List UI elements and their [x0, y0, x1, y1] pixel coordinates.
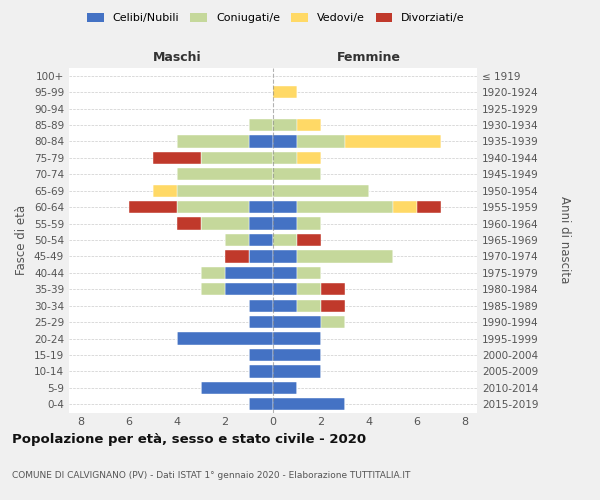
Bar [225, 266, 273, 279]
Bar [273, 234, 297, 246]
Bar [249, 234, 273, 246]
Bar [225, 250, 249, 262]
Bar [201, 218, 249, 230]
Bar [249, 300, 273, 312]
Bar [249, 136, 273, 147]
Bar [273, 250, 297, 262]
Bar [201, 266, 225, 279]
Bar [297, 136, 345, 147]
Bar [177, 184, 273, 197]
Bar [129, 201, 177, 213]
Y-axis label: Anni di nascita: Anni di nascita [558, 196, 571, 284]
Bar [273, 349, 321, 361]
Bar [273, 168, 321, 180]
Bar [177, 201, 249, 213]
Bar [273, 382, 297, 394]
Bar [177, 218, 201, 230]
Bar [297, 152, 321, 164]
Bar [201, 283, 225, 296]
Bar [273, 366, 321, 378]
Bar [273, 266, 297, 279]
Bar [153, 184, 177, 197]
Bar [273, 201, 297, 213]
Bar [273, 86, 297, 99]
Bar [297, 250, 393, 262]
Bar [249, 349, 273, 361]
Bar [297, 234, 321, 246]
Bar [249, 250, 273, 262]
Bar [177, 168, 273, 180]
Bar [225, 234, 249, 246]
Bar [273, 218, 297, 230]
Bar [273, 398, 345, 410]
Bar [225, 283, 273, 296]
Y-axis label: Fasce di età: Fasce di età [16, 205, 28, 275]
Bar [273, 316, 321, 328]
Bar [177, 136, 249, 147]
Bar [297, 266, 321, 279]
Bar [177, 332, 273, 344]
Bar [273, 184, 369, 197]
Text: Popolazione per età, sesso e stato civile - 2020: Popolazione per età, sesso e stato civil… [12, 432, 366, 446]
Bar [249, 398, 273, 410]
Bar [297, 119, 321, 131]
Bar [201, 152, 273, 164]
Text: Maschi: Maschi [152, 51, 202, 64]
Text: Femmine: Femmine [337, 51, 401, 64]
Bar [321, 316, 345, 328]
Bar [249, 218, 273, 230]
Bar [273, 119, 297, 131]
Bar [153, 152, 201, 164]
Bar [201, 382, 273, 394]
Bar [249, 316, 273, 328]
Bar [249, 366, 273, 378]
Bar [417, 201, 441, 213]
Bar [297, 218, 321, 230]
Bar [273, 152, 297, 164]
Bar [321, 283, 345, 296]
Bar [393, 201, 417, 213]
Bar [297, 283, 321, 296]
Text: COMUNE DI CALVIGNANO (PV) - Dati ISTAT 1° gennaio 2020 - Elaborazione TUTTITALIA: COMUNE DI CALVIGNANO (PV) - Dati ISTAT 1… [12, 470, 410, 480]
Legend: Celibi/Nubili, Coniugati/e, Vedovi/e, Divorziati/e: Celibi/Nubili, Coniugati/e, Vedovi/e, Di… [83, 8, 469, 28]
Bar [273, 136, 297, 147]
Bar [297, 201, 393, 213]
Bar [273, 332, 321, 344]
Bar [249, 201, 273, 213]
Bar [273, 300, 297, 312]
Bar [345, 136, 441, 147]
Bar [321, 300, 345, 312]
Bar [249, 119, 273, 131]
Bar [273, 283, 297, 296]
Bar [297, 300, 321, 312]
